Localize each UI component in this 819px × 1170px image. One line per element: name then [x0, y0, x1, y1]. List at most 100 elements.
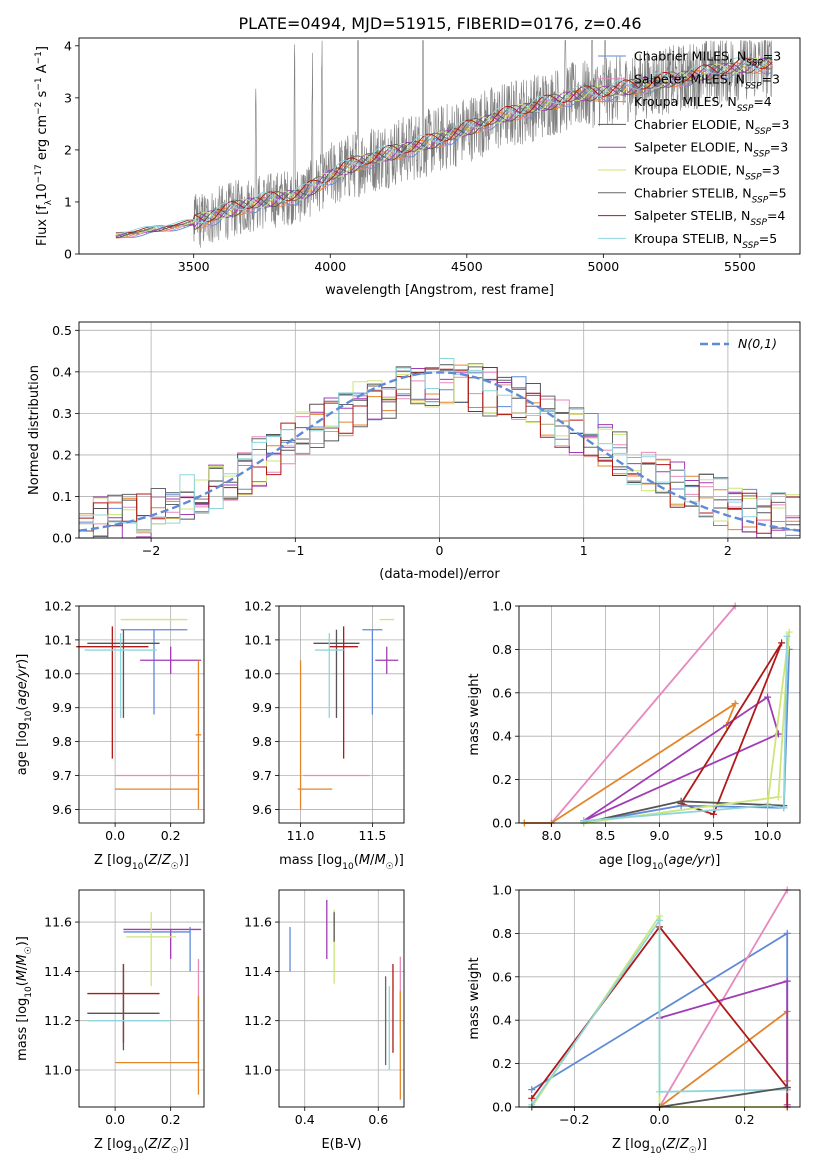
tick-label-y: 0.0	[52, 531, 72, 546]
legend-label: Chabrier ELODIE, NSSP=3	[634, 117, 789, 137]
tick-label-y: 10.1	[244, 632, 272, 647]
tick-label-y: 0.4	[52, 364, 72, 379]
weight-marker	[783, 929, 791, 937]
tick-label-y: 9.7	[252, 768, 272, 783]
tick-label-y: 9.9	[52, 700, 72, 715]
tick-label-x: 11.5	[358, 828, 386, 843]
tick-label-y: 2	[64, 142, 72, 157]
weight-line	[680, 642, 783, 816]
tick-label-y: 0.2	[492, 1056, 512, 1071]
axes-frame	[78, 37, 801, 255]
weight-line	[583, 631, 791, 824]
tick-label-x: 0	[436, 543, 444, 558]
axis-xlabel: Z [log10(Z/Z☉)]	[94, 1137, 189, 1156]
tick-label-x: 0.0	[105, 1112, 125, 1127]
tick-label-y: 11.0	[244, 1063, 272, 1078]
tick-label-y: 10.0	[44, 666, 72, 681]
tick-label-y: 9.8	[52, 734, 72, 749]
weight-marker	[780, 804, 788, 812]
axis-ylabel: mass weight	[467, 673, 482, 755]
tick-label-x: 0.2	[735, 1112, 755, 1127]
tick-label-y: 4	[64, 38, 72, 53]
axes-frame	[278, 889, 405, 1108]
weight-marker	[528, 1086, 536, 1094]
weight-marker	[774, 793, 782, 801]
tick-label-x: 0.2	[161, 828, 181, 843]
tick-label-x: −0.2	[559, 1112, 589, 1127]
tick-label-y: 9.8	[252, 734, 272, 749]
legend-label: Kroupa STELIB, NSSP=5	[634, 231, 777, 251]
tick-label-y: 11.2	[44, 1013, 72, 1028]
legend-label: Salpeter STELIB, NSSP=4	[634, 208, 785, 228]
tick-label-y: 10.1	[44, 632, 72, 647]
weight-marker	[731, 700, 739, 708]
tick-label-y: 9.7	[52, 768, 72, 783]
plot-area	[76, 618, 202, 810]
tick-label-y: 0.2	[492, 772, 512, 787]
tick-label-y: 0.1	[52, 489, 72, 504]
tick-label-x: 5500	[724, 259, 756, 274]
tick-label-x: 11.0	[287, 828, 315, 843]
model-spectrum	[115, 57, 773, 236]
tick-label-y: 10.2	[44, 599, 72, 614]
tick-label-y: 11.4	[244, 964, 272, 979]
tick-label-y: 0.4	[492, 729, 512, 744]
residuals-legend: N(0,1)	[700, 336, 777, 351]
legend-label: Salpeter MILES, NSSP=3	[634, 71, 780, 91]
tick-label-y: 0.5	[52, 323, 72, 338]
axes-frame	[78, 605, 205, 824]
tick-label-y: 11.0	[44, 1063, 72, 1078]
weight-marker	[677, 797, 685, 805]
legend-label: Chabrier MILES, NSSP=3	[634, 49, 781, 69]
normal-curve	[78, 371, 801, 532]
age-vs-Z-axes: 0.0 0.2 9.6 9.7 9.8 9.9 10.0 10.1 10.2 Z [log10(Z…	[15, 599, 205, 872]
tick-label-y: 10.0	[244, 666, 272, 681]
tick-label-x: 10.0	[754, 828, 782, 843]
tick-label-y: 0	[64, 247, 72, 262]
legend-label: N(0,1)	[738, 336, 777, 351]
weight-marker	[783, 632, 791, 640]
weight-marker	[710, 810, 718, 818]
age-vs-mass-axes: 11.0 11.5 9.6 9.7 9.8 9.9 10.0 10.1 10.2 mass [lo…	[244, 599, 405, 872]
tick-label-x: 4000	[314, 259, 346, 274]
tick-label-y: 10.2	[244, 599, 272, 614]
residuals-xlabel: (data-model)/error	[379, 567, 500, 582]
axis-ylabel: age [log10(age/yr)]	[15, 654, 34, 776]
tick-label-x: 4500	[451, 259, 483, 274]
tick-label-y: 0.3	[52, 406, 72, 421]
weight-line	[524, 701, 738, 824]
model-spectrum	[115, 57, 773, 234]
plot-area	[528, 886, 791, 1111]
tick-label-x: 0.0	[650, 1112, 670, 1127]
weight-marker	[764, 693, 772, 701]
tick-label-y: 9.6	[252, 802, 272, 817]
tick-label-y: 1.0	[492, 599, 512, 614]
model-spectrum	[115, 55, 773, 234]
weight-marker	[783, 1083, 791, 1091]
legend-label: Salpeter ELODIE, NSSP=3	[634, 140, 788, 160]
plot-area	[289, 899, 401, 1100]
tick-label-y: 0.0	[492, 1100, 512, 1115]
tick-label-x: 0.4	[295, 1112, 315, 1127]
weight-vs-Z-axes: −0.2 0.0 0.2 0.0 0.2 0.4 0.6 0.8 1.0 Z [log10(Z/Z…	[467, 883, 801, 1156]
mass-vs-Z-axes: 0.0 0.2 11.0 11.2 11.4 11.6 Z [log10(Z/Z☉)] mas…	[15, 889, 205, 1156]
model-spectrum	[115, 59, 773, 239]
tick-label-y: 9.6	[52, 802, 72, 817]
tick-label-x: 8.0	[541, 828, 561, 843]
tick-label-y: 11.6	[44, 915, 72, 930]
axes-frame	[518, 605, 801, 824]
weight-marker	[764, 802, 772, 810]
weight-marker	[783, 977, 791, 985]
axes-frame	[518, 889, 801, 1108]
axis-xlabel: age [log10(age/yr)]	[599, 853, 721, 872]
axis-xlabel: E(B-V)	[321, 1137, 361, 1152]
tick-label-y: 11.2	[244, 1013, 272, 1028]
tick-label-x: −2	[142, 543, 160, 558]
tick-label-x: 2	[724, 543, 732, 558]
residuals-ylabel: Normed distribution	[27, 365, 42, 495]
tick-label-x: 0.0	[105, 828, 125, 843]
legend-label: Chabrier STELIB, NSSP=5	[634, 185, 787, 205]
weight-marker	[778, 639, 786, 647]
axis-xlabel: Z [log10(Z/Z☉)]	[612, 1137, 707, 1156]
tick-label-y: 0.6	[492, 685, 512, 700]
